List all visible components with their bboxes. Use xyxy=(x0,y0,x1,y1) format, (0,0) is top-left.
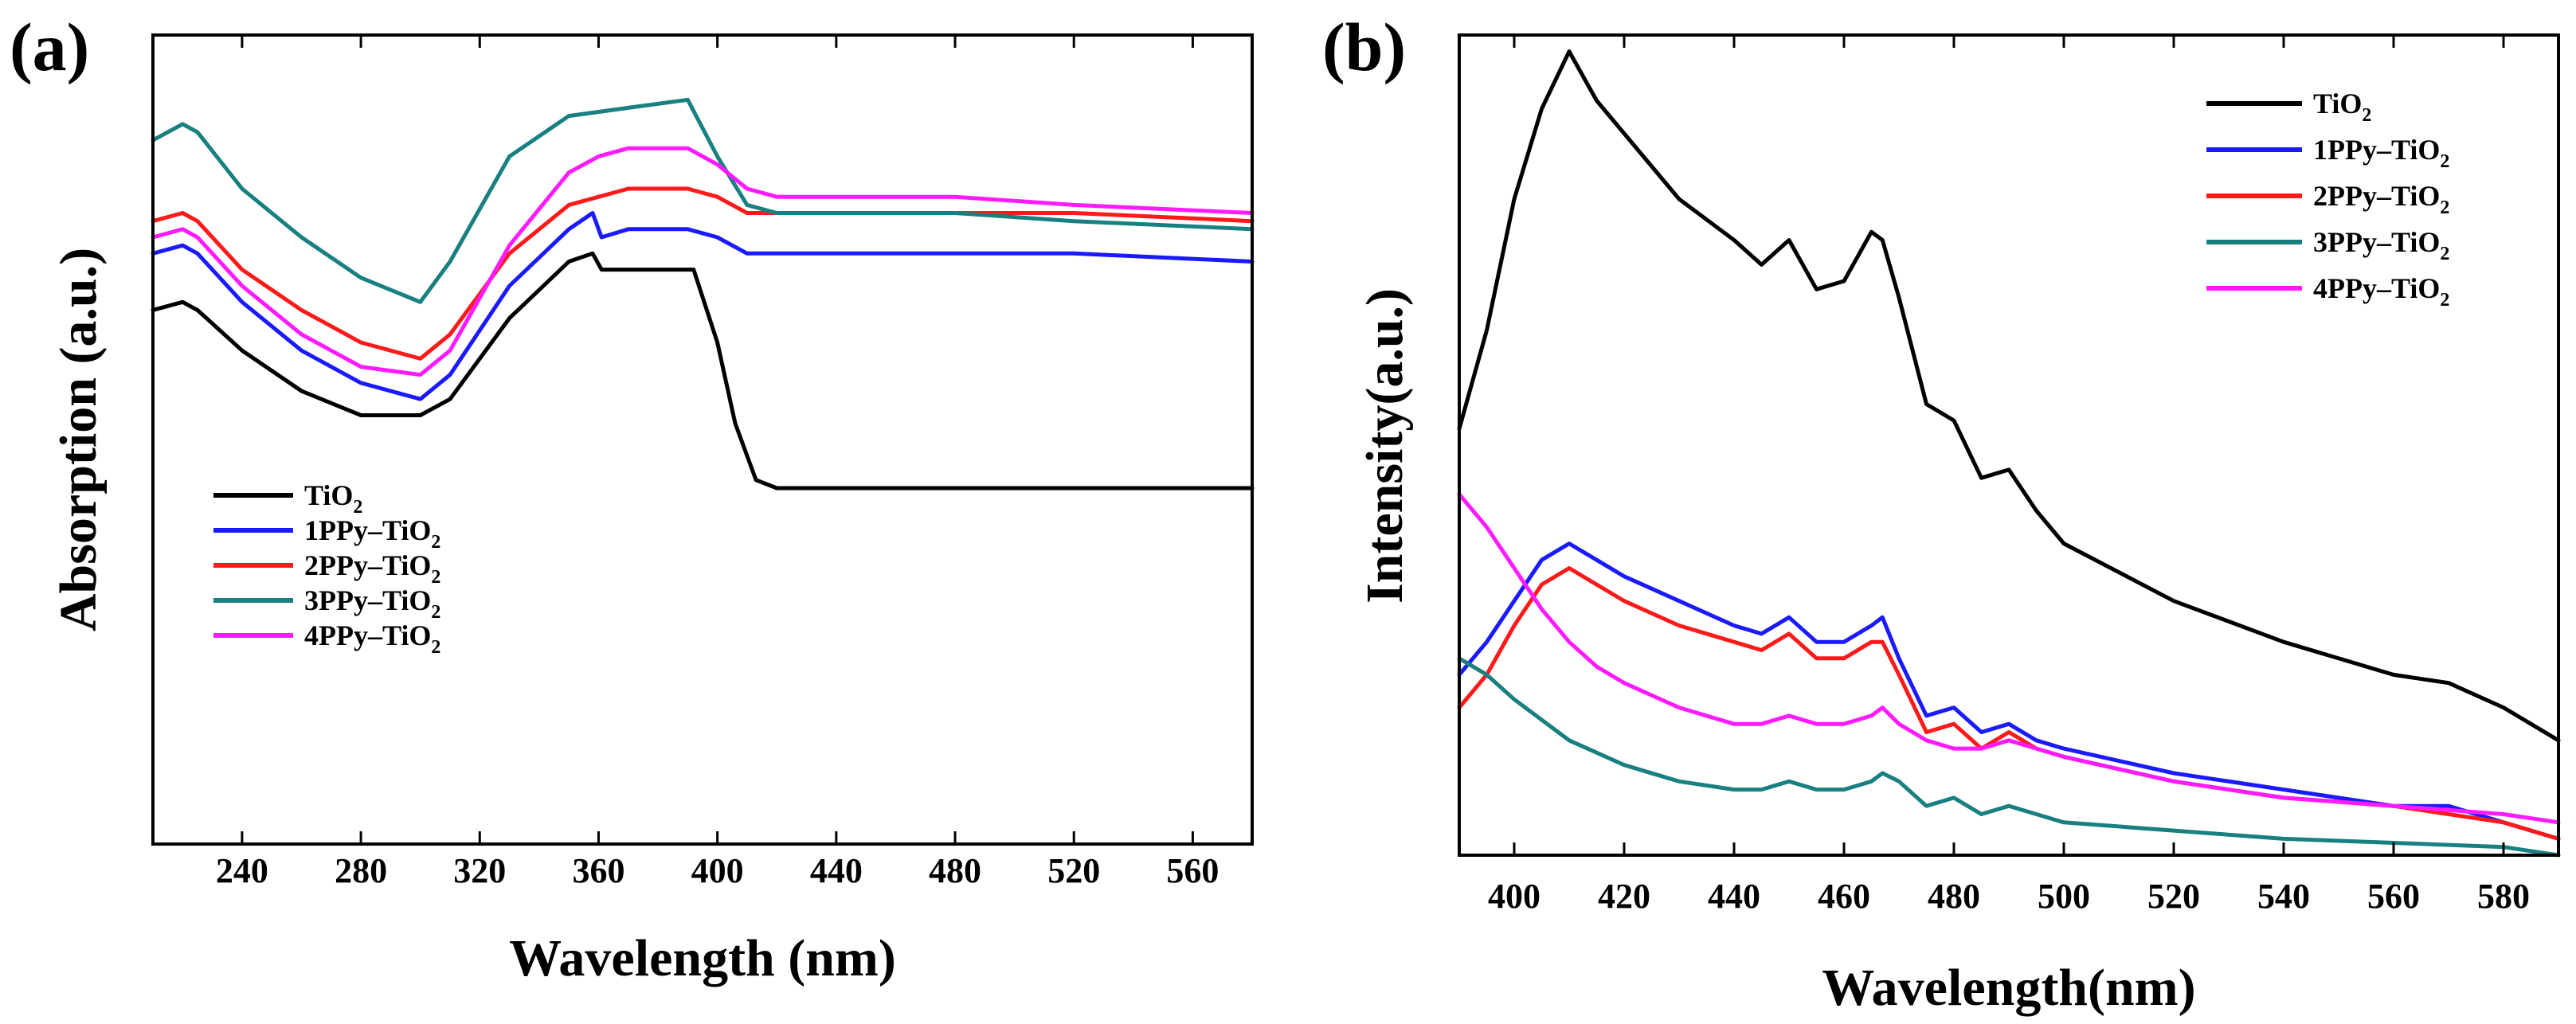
intensity-x-tick-label: 580 xyxy=(2477,877,2530,916)
intensity-series-group xyxy=(1457,49,2561,858)
absorption-legend-label-3ppy-tio2: 3PPy–TiO2 xyxy=(304,584,440,623)
absorption-series-2ppy-tio2 xyxy=(151,186,1255,361)
absorption-chart: (a) 240 280 320 360 400 440 480 520 560 Waveleng… xyxy=(10,9,1255,987)
intensity-legend-label-1ppy-tio2: 1PPy–TiO2 xyxy=(2313,134,2449,172)
intensity-x-tick-label: 400 xyxy=(1488,877,1541,916)
intensity-series-4ppy-tio2 xyxy=(1457,492,2561,825)
absorption-x-tick-label: 440 xyxy=(810,851,863,890)
intensity-x-tick-label: 500 xyxy=(2038,877,2090,916)
intensity-series-2ppy-tio2 xyxy=(1457,566,2561,841)
absorption-series-3ppy-tio2 xyxy=(151,97,1255,304)
absorption-series-4ppy-tio2 xyxy=(151,146,1255,377)
absorption-x-tick-label: 520 xyxy=(1047,851,1100,890)
intensity-legend-label-tio2: TiO2 xyxy=(2313,88,2371,126)
absorption-legend-label-1ppy-tio2: 1PPy–TiO2 xyxy=(304,514,440,553)
absorption-x-tick-label: 480 xyxy=(929,851,981,890)
panel-label-a: (a) xyxy=(10,9,89,85)
absorption-series-group xyxy=(151,97,1255,491)
absorption-x-tick-label: 560 xyxy=(1166,851,1219,890)
intensity-x-tick-label: 440 xyxy=(1708,877,1760,916)
intensity-x-axis-title: Wavelength(nm) xyxy=(1822,959,2195,1017)
intensity-x-tick-label: 480 xyxy=(1928,877,1980,916)
intensity-x-tick-labels: 400 420 440 460 480 500 520 540 560 580 xyxy=(1488,877,2530,916)
pl-intensity-chart: (b) 400 420 440 460 480 500 520 540 560 580 Wavel… xyxy=(1322,9,2561,1017)
intensity-x-tick-label: 520 xyxy=(2147,877,2200,916)
absorption-legend-label-4ppy-tio2: 4PPy–TiO2 xyxy=(304,619,440,658)
intensity-legend-label-4ppy-tio2: 4PPy–TiO2 xyxy=(2313,272,2449,311)
absorption-x-ticks xyxy=(241,35,1194,844)
absorption-x-axis-title: Wavelength (nm) xyxy=(509,929,896,987)
absorption-x-tick-labels: 240 280 320 360 400 440 480 520 560 xyxy=(216,851,1219,890)
absorption-plot-frame xyxy=(151,33,1254,846)
absorption-y-axis-title: Absorption (a.u.) xyxy=(49,248,108,631)
absorption-legend-label-tio2: TiO2 xyxy=(304,479,362,518)
intensity-x-tick-label: 460 xyxy=(1818,877,1870,916)
absorption-x-tick-label: 320 xyxy=(453,851,506,890)
intensity-legend-label-3ppy-tio2: 3PPy–TiO2 xyxy=(2313,226,2449,264)
intensity-series-1ppy-tio2 xyxy=(1457,541,2561,841)
absorption-x-tick-label: 280 xyxy=(335,851,387,890)
intensity-x-tick-label: 560 xyxy=(2367,877,2420,916)
intensity-plot-frame xyxy=(1458,33,2560,857)
intensity-series-tio2 xyxy=(1457,49,2561,743)
absorption-x-tick-label: 240 xyxy=(216,851,268,890)
intensity-legend: TiO2 1PPy–TiO2 2PPy–TiO2 3PPy–TiO2 4PPy–TiO2 xyxy=(2206,88,2449,311)
absorption-series-1ppy-tio2 xyxy=(151,211,1255,401)
intensity-x-tick-label: 540 xyxy=(2257,877,2310,916)
intensity-x-tick-label: 420 xyxy=(1598,877,1650,916)
intensity-y-axis-title: Intensity(a.u.) xyxy=(1356,288,1414,604)
absorption-series-tio2 xyxy=(151,251,1255,491)
panel-label-b: (b) xyxy=(1322,9,1406,85)
intensity-series-3ppy-tio2 xyxy=(1457,656,2561,858)
absorption-x-tick-label: 360 xyxy=(572,851,624,890)
intensity-x-ticks xyxy=(1513,35,2505,855)
absorption-legend-label-2ppy-tio2: 2PPy–TiO2 xyxy=(304,549,440,588)
absorption-x-tick-label: 400 xyxy=(691,851,744,890)
intensity-legend-label-2ppy-tio2: 2PPy–TiO2 xyxy=(2313,180,2449,218)
